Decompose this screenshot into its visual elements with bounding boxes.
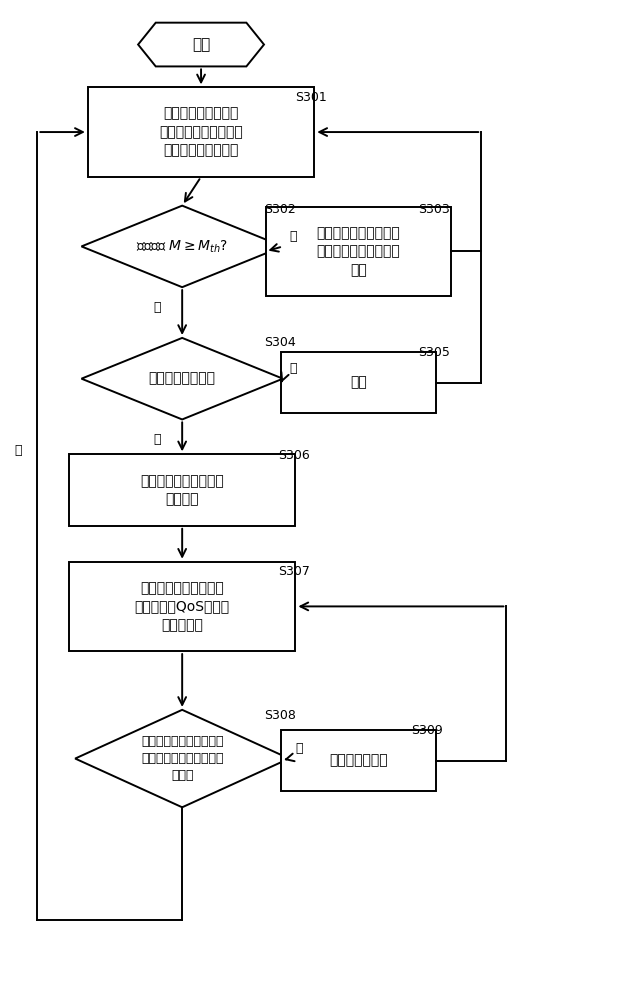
Text: S307: S307 [279,565,311,578]
Text: 基站搜集用户角度信
息，获得信道信息和各
用户最小接收信噪比: 基站搜集用户角度信 息，获得信道信息和各 用户最小接收信噪比 [159,107,243,157]
Text: S305: S305 [418,346,450,359]
Text: 用户数量 $M \geq M_{th}$?: 用户数量 $M \geq M_{th}$? [136,238,228,255]
Text: 用户角度是否成簇: 用户角度是否成簇 [149,372,216,386]
Text: 代入所有角度信息按照
波束赋形策略进行波束
赋形: 代入所有角度信息按照 波束赋形策略进行波束 赋形 [316,226,400,277]
Text: 将等效信道矩阵和接收
信噪比代入QoS公式求
解赋形向量: 将等效信道矩阵和接收 信噪比代入QoS公式求 解赋形向量 [135,581,230,632]
Text: 计算等效信道矩阵和接
收信噪比: 计算等效信道矩阵和接 收信噪比 [140,474,224,506]
Bar [69,454,295,526]
Polygon shape [138,23,264,66]
Text: 否: 否 [289,362,297,375]
Bar [265,207,451,296]
Polygon shape [81,206,283,287]
Text: 是: 是 [154,433,161,446]
Text: 由赋形向量和实际信道判
决是否满足最小接收信噪
比要求: 由赋形向量和实际信道判 决是否满足最小接收信噪 比要求 [141,735,224,782]
Bar [281,352,436,413]
Text: S302: S302 [264,203,296,216]
Text: S304: S304 [264,336,296,349]
Text: S303: S303 [418,203,450,216]
Text: 否: 否 [289,230,297,243]
Text: 否: 否 [295,742,303,755]
Text: S309: S309 [411,724,443,737]
Text: 是: 是 [154,301,161,314]
Text: S306: S306 [279,449,311,462]
Bar [88,87,314,177]
Text: 修正接收信噪比: 修正接收信噪比 [329,754,388,768]
Text: 开始: 开始 [192,37,210,52]
Polygon shape [75,710,289,807]
Text: 广播: 广播 [350,376,367,390]
Text: S308: S308 [264,709,296,722]
Bar [69,562,295,651]
Text: 是: 是 [15,444,22,457]
Text: S301: S301 [295,91,327,104]
Bar [281,730,436,791]
Polygon shape [81,338,283,419]
